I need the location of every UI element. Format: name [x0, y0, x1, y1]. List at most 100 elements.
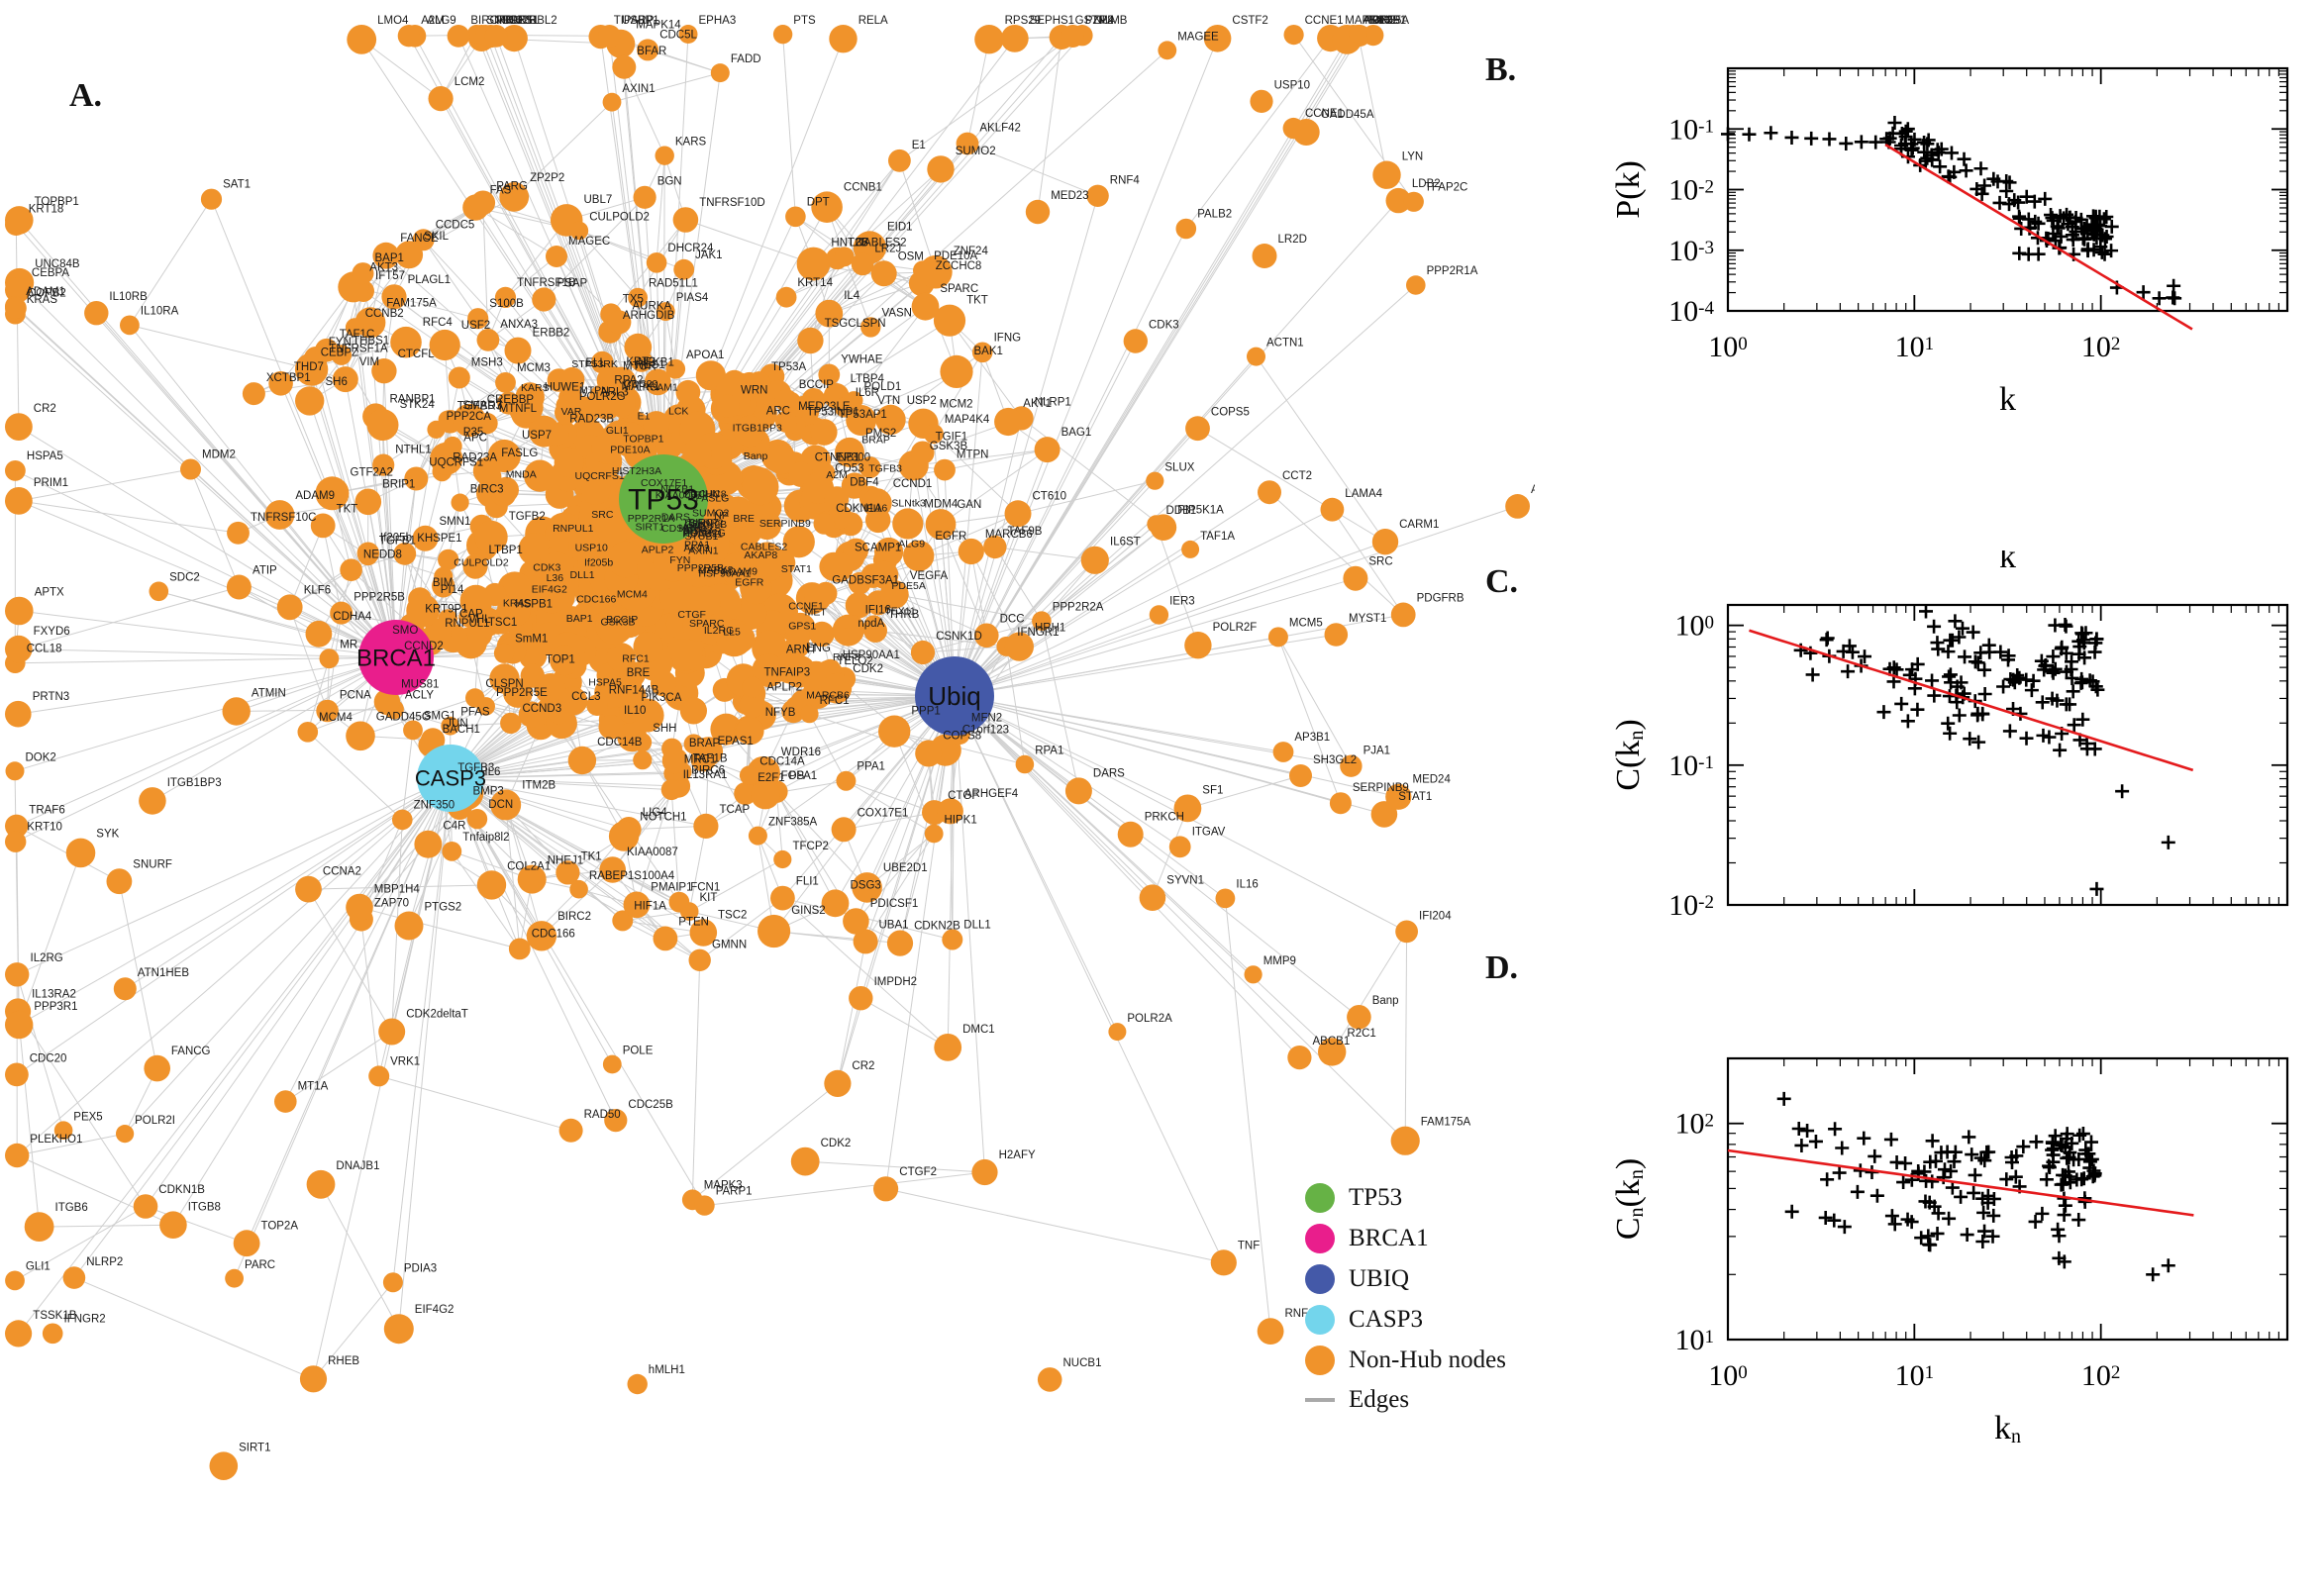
svg-text:TNFRSF1B: TNFRSF1B — [517, 277, 576, 289]
svg-text:CCNB2: CCNB2 — [365, 308, 404, 320]
svg-text:CCNA2: CCNA2 — [323, 866, 361, 878]
svg-text:DMC1: DMC1 — [962, 1024, 995, 1036]
svg-text:PLAGL1: PLAGL1 — [408, 274, 451, 286]
svg-text:TRAF6: TRAF6 — [29, 805, 64, 817]
svg-text:KLF6: KLF6 — [304, 584, 332, 596]
svg-text:GADD45A: GADD45A — [1321, 109, 1374, 121]
svg-text:AKT1: AKT1 — [1023, 398, 1052, 410]
svg-text:IL10RB: IL10RB — [109, 291, 148, 303]
svg-text:IL13RA2: IL13RA2 — [32, 988, 76, 1000]
svg-text:EPHA3: EPHA3 — [699, 15, 737, 27]
svg-text:GADBSF3A1: GADBSF3A1 — [832, 575, 899, 587]
svg-text:DCC: DCC — [1000, 614, 1025, 626]
svg-text:100: 100 — [1708, 1359, 1748, 1392]
svg-text:TGFB2: TGFB2 — [509, 511, 546, 523]
svg-text:CDKN2B: CDKN2B — [914, 921, 960, 933]
svg-text:TAF1B: TAF1B — [693, 752, 728, 764]
svg-text:COPS5: COPS5 — [1211, 406, 1250, 418]
svg-text:MBP1H4: MBP1H4 — [374, 884, 421, 896]
svg-text:TKT: TKT — [337, 504, 358, 516]
svg-text:100: 100 — [1675, 610, 1715, 643]
svg-text:k: k — [1999, 550, 2016, 575]
svg-text:MCM2: MCM2 — [940, 399, 973, 411]
svg-text:FYN: FYN — [669, 554, 690, 566]
svg-text:MCM5: MCM5 — [1289, 617, 1323, 629]
svg-text:GLI1: GLI1 — [26, 1261, 50, 1273]
svg-text:Banp: Banp — [744, 450, 768, 462]
svg-text:KARS: KARS — [675, 137, 707, 149]
svg-text:DDB1: DDB1 — [1166, 505, 1197, 517]
svg-text:H2AFY: H2AFY — [999, 1149, 1036, 1161]
svg-text:EGFR: EGFR — [735, 577, 764, 589]
svg-text:STAT1: STAT1 — [1398, 791, 1432, 803]
svg-text:AURKA: AURKA — [633, 300, 672, 312]
svg-text:GMNN: GMNN — [712, 940, 747, 951]
svg-text:POLR2F: POLR2F — [1213, 622, 1258, 634]
svg-text:APTX: APTX — [35, 587, 64, 599]
svg-text:SIRT1: SIRT1 — [239, 1442, 270, 1453]
svg-text:TNFRSF10D: TNFRSF10D — [699, 197, 764, 209]
svg-text:IFI204: IFI204 — [1419, 911, 1452, 923]
svg-text:MED24: MED24 — [1413, 774, 1452, 786]
svg-text:CCT2: CCT2 — [1282, 470, 1312, 482]
svg-text:BAK1: BAK1 — [974, 346, 1003, 357]
svg-text:BIRC7: BIRC7 — [470, 15, 504, 27]
svg-text:PEX5: PEX5 — [73, 1111, 102, 1123]
svg-text:PLEKHO1: PLEKHO1 — [30, 1134, 82, 1146]
svg-text:UBA1: UBA1 — [879, 919, 909, 931]
svg-text:10-2: 10-2 — [1668, 889, 1714, 922]
svg-text:RFC1: RFC1 — [622, 653, 650, 665]
svg-text:CULPOLD2: CULPOLD2 — [589, 212, 650, 224]
svg-text:PTEN: PTEN — [678, 917, 709, 929]
svg-text:TFCP2: TFCP2 — [793, 841, 829, 852]
svg-text:SmM1: SmM1 — [515, 634, 548, 646]
svg-text:IFI16: IFI16 — [865, 605, 891, 617]
svg-text:10-3: 10-3 — [1668, 235, 1714, 267]
svg-text:BRIP1: BRIP1 — [382, 479, 415, 491]
svg-text:BIRC3: BIRC3 — [470, 484, 504, 496]
svg-text:SYK: SYK — [96, 829, 119, 841]
svg-text:MED23: MED23 — [1051, 190, 1088, 202]
svg-text:IL10: IL10 — [624, 705, 646, 717]
svg-text:BFAR: BFAR — [637, 46, 666, 57]
svg-text:ARC: ARC — [766, 406, 790, 418]
svg-text:HSPA5: HSPA5 — [27, 450, 63, 462]
svg-text:SMN1: SMN1 — [440, 516, 471, 528]
svg-text:RAD51L1: RAD51L1 — [649, 278, 698, 290]
svg-text:VTN: VTN — [877, 395, 900, 407]
svg-text:UBE2D1: UBE2D1 — [883, 862, 928, 874]
svg-text:STK24: STK24 — [400, 399, 436, 411]
svg-text:TAF1A: TAF1A — [1200, 531, 1235, 543]
svg-text:EGFR: EGFR — [935, 531, 966, 543]
svg-text:NHEJ1: NHEJ1 — [548, 855, 583, 867]
svg-text:CT610: CT610 — [1033, 490, 1067, 502]
svg-text:PCNA: PCNA — [340, 690, 371, 702]
svg-text:DCN: DCN — [488, 799, 513, 811]
svg-text:MR: MR — [340, 639, 357, 650]
svg-text:ATMIN: ATMIN — [252, 687, 286, 699]
svg-text:MAP4K4: MAP4K4 — [945, 414, 990, 426]
svg-text:IL2RG: IL2RG — [704, 625, 734, 637]
svg-text:PMAIP1: PMAIP1 — [651, 882, 692, 894]
svg-text:ADAM9: ADAM9 — [295, 490, 335, 502]
svg-text:IL16: IL16 — [1236, 878, 1258, 890]
svg-text:DPT: DPT — [807, 197, 830, 209]
svg-text:TFAP2C: TFAP2C — [1425, 182, 1467, 194]
svg-text:KHSPE1: KHSPE1 — [417, 533, 461, 545]
svg-text:C(kn): C(kn) — [1610, 719, 1648, 790]
svg-text:AP3B1: AP3B1 — [1294, 732, 1330, 744]
svg-text:STAT1: STAT1 — [781, 563, 812, 575]
svg-text:100: 100 — [1708, 331, 1748, 363]
svg-text:ZNF350: ZNF350 — [414, 800, 455, 812]
svg-text:MED23LE: MED23LE — [798, 401, 851, 413]
svg-text:FAM175A: FAM175A — [1421, 1117, 1471, 1129]
svg-text:R2C1: R2C1 — [1347, 1028, 1375, 1040]
svg-text:JAK1: JAK1 — [695, 249, 723, 261]
svg-text:RFC1: RFC1 — [820, 695, 850, 707]
svg-text:CDC25B: CDC25B — [628, 1099, 673, 1111]
svg-text:P(k): P(k) — [1610, 160, 1647, 219]
svg-text:CCL18: CCL18 — [27, 643, 62, 654]
svg-text:PALB2: PALB2 — [1197, 209, 1232, 221]
svg-text:10-2: 10-2 — [1668, 174, 1714, 207]
svg-text:CULPOLD2: CULPOLD2 — [454, 557, 509, 569]
